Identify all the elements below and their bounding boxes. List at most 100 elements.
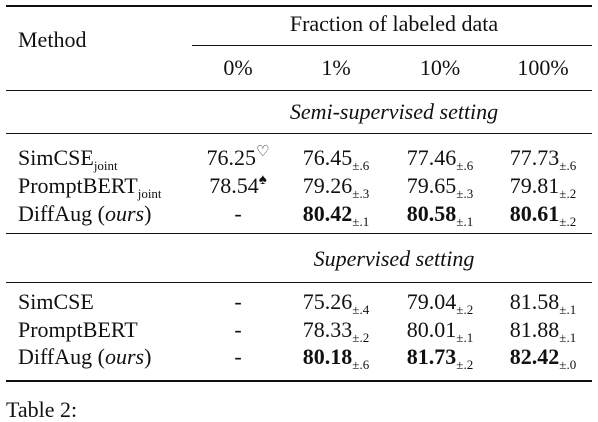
cell-value: 80.42 <box>302 201 353 226</box>
cell: 77.46±.6 <box>406 145 473 173</box>
cell: 79.26±.3 <box>302 173 369 201</box>
cell-std: ±.3 <box>352 186 370 201</box>
cell: - <box>234 346 241 368</box>
method-part: ) <box>144 344 152 369</box>
cell-std: ±.1 <box>559 330 577 345</box>
cell-std: ±.1 <box>559 302 577 317</box>
cell-value: 79.04 <box>406 289 457 314</box>
cell: 78.54♠ <box>209 172 267 198</box>
cell: 79.65±.3 <box>406 173 473 201</box>
cell-std: ±.2 <box>456 302 474 317</box>
cell: 82.42±.0 <box>509 344 576 372</box>
method-name: PromptBERT <box>18 319 138 341</box>
group-rule <box>192 45 592 46</box>
method-part: ours <box>104 201 145 226</box>
cell-marker: ♡ <box>256 144 270 160</box>
cell-value: 77.46 <box>406 145 457 170</box>
column-header: 1% <box>321 55 351 80</box>
section-title: Semi-supervised setting <box>289 99 499 124</box>
cell-std: ±.1 <box>456 214 474 229</box>
column-header: 10% <box>419 55 461 80</box>
method-part: PromptBERT <box>18 173 138 198</box>
cell-value: - <box>234 344 242 369</box>
cell-value: - <box>234 289 242 314</box>
cell-value: 79.65 <box>406 173 457 198</box>
cell-std: ±.2 <box>559 214 577 229</box>
cell: 80.58±.1 <box>406 201 473 229</box>
method-part: DiffAug ( <box>18 344 105 369</box>
cell: 80.42±.1 <box>302 201 369 229</box>
cell-value: 79.81 <box>509 173 560 198</box>
cell: 76.45±.6 <box>302 145 369 173</box>
cell-value: 79.26 <box>302 173 353 198</box>
cell: 80.61±.2 <box>509 201 576 229</box>
cell: 81.73±.2 <box>406 344 473 372</box>
cell: 79.04±.2 <box>406 289 473 317</box>
method-part: SimCSE <box>18 289 94 314</box>
cell-std: ±.6 <box>456 158 474 173</box>
cell: - <box>234 319 241 341</box>
cell-value: 80.61 <box>509 201 560 226</box>
cell-value: 76.45 <box>302 145 353 170</box>
cell: 77.73±.6 <box>509 145 576 173</box>
method-part: ) <box>144 201 152 226</box>
section-rule <box>6 133 592 134</box>
cell-std: ±.2 <box>352 330 370 345</box>
cell-value: 80.18 <box>302 344 353 369</box>
cell: - <box>234 291 241 313</box>
cell-std: ±.6 <box>352 357 370 372</box>
cell-std: ±.0 <box>559 357 577 372</box>
header-method: Method <box>18 27 87 52</box>
method-name: SimCSEjoint <box>18 145 118 173</box>
cell-value: 80.58 <box>406 201 457 226</box>
column-header: 100% <box>517 55 569 80</box>
section-title: Supervised setting <box>313 246 475 271</box>
cell-std: ±.1 <box>456 330 474 345</box>
cell-value: 78.54 <box>209 173 259 198</box>
header-group: Fraction of labeled data <box>289 11 499 36</box>
method-part: ours <box>104 344 145 369</box>
cell: 79.81±.2 <box>509 173 576 201</box>
cell-std: ±.1 <box>352 214 370 229</box>
cell-value: 77.73 <box>509 145 560 170</box>
cell-value: 76.25 <box>206 145 257 170</box>
cell-value: 82.42 <box>509 344 560 369</box>
method-name: DiffAug (ours) <box>18 346 151 368</box>
method-name: SimCSE <box>18 291 94 313</box>
caption: Table 2: <box>6 397 78 422</box>
cell: - <box>234 203 241 225</box>
cell-value: - <box>234 317 242 342</box>
method-part: DiffAug ( <box>18 201 105 226</box>
cell-value: 81.58 <box>509 289 560 314</box>
cell: 81.58±.1 <box>509 289 576 317</box>
bottom-rule <box>6 380 592 382</box>
section-end-rule <box>6 233 592 234</box>
cell: 80.18±.6 <box>302 344 369 372</box>
cell: 78.33±.2 <box>303 319 369 345</box>
cell: 81.88±.1 <box>509 317 576 345</box>
cell-std: ±.3 <box>456 186 474 201</box>
cell-marker: ♠ <box>258 172 267 188</box>
cell-value: 81.73 <box>406 344 457 369</box>
cell-std: ±.2 <box>456 357 474 372</box>
cell-std: ±.6 <box>559 158 577 173</box>
method-part: SimCSE <box>18 145 94 170</box>
cell: 80.01±.1 <box>406 317 473 345</box>
cell-value: 80.01 <box>406 317 457 342</box>
cell: 76.25♡ <box>206 144 270 170</box>
top-rule <box>6 5 592 7</box>
method-part: PromptBERT <box>18 317 138 342</box>
header-rule <box>6 90 592 91</box>
cell-value: 75.26 <box>302 289 353 314</box>
section-rule <box>6 282 592 283</box>
method-part: joint <box>93 158 118 173</box>
cell-std: ±.4 <box>352 302 370 317</box>
cell: 75.26±.4 <box>302 289 369 317</box>
cell-std: ±.2 <box>559 186 577 201</box>
column-header: 0% <box>223 55 253 80</box>
cell-value: - <box>234 201 242 226</box>
cell-std: ±.6 <box>352 158 370 173</box>
method-name: PromptBERTjoint <box>18 173 162 201</box>
cell-value: 81.88 <box>509 317 560 342</box>
